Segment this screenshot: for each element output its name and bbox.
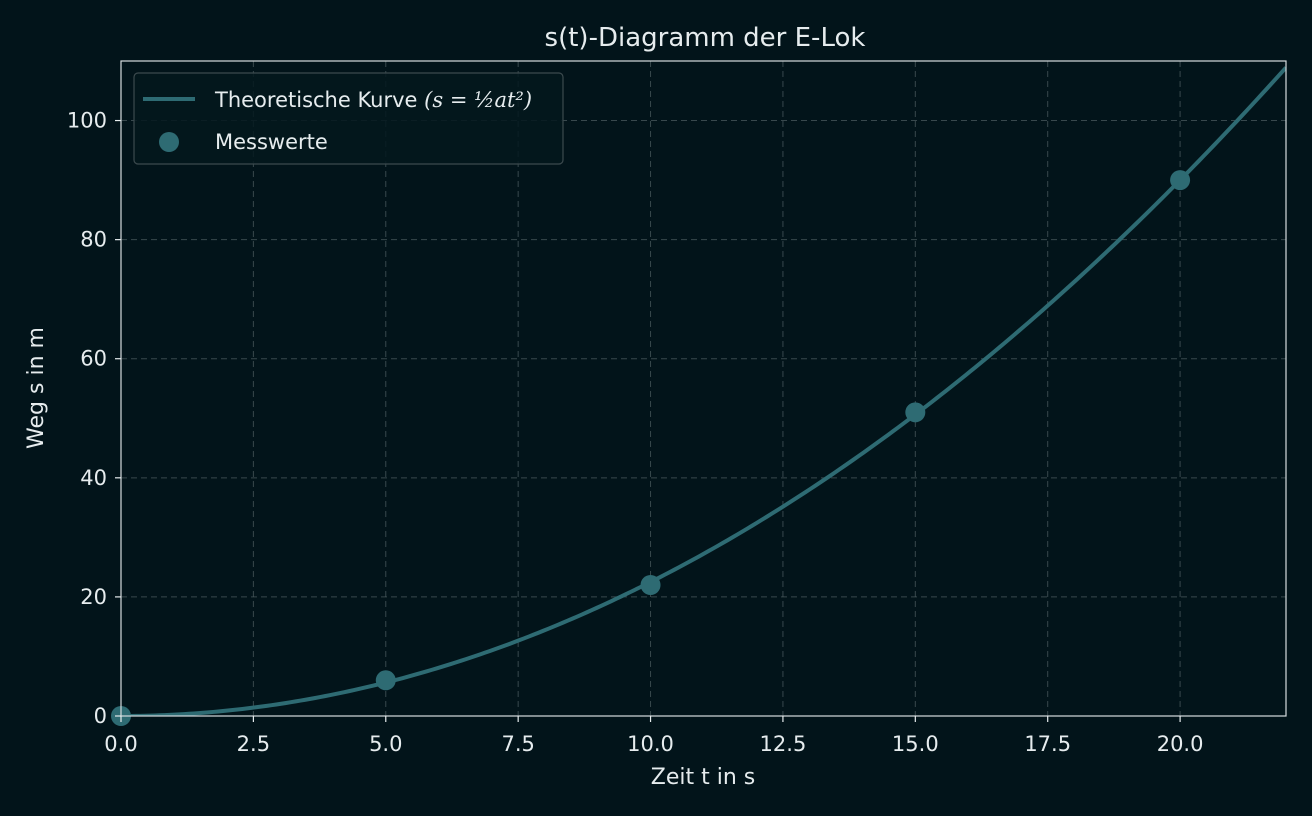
measurement-point (640, 575, 661, 595)
y-tick-label: 60 (80, 347, 107, 371)
x-tick-label: 12.5 (760, 732, 807, 756)
plot-frame (120, 60, 1287, 717)
x-tick-label: 20.0 (1157, 732, 1204, 756)
y-tick-label: 40 (80, 466, 107, 490)
legend: Theoretische Kurve (s = ½at²) Messwerte (133, 72, 564, 165)
x-tick-label: 7.5 (501, 732, 534, 756)
y-tick-label: 80 (80, 228, 107, 252)
y-axis-label: Weg s in m (24, 327, 49, 449)
y-tick-label: 100 (67, 109, 107, 133)
x-tick-label: 15.0 (892, 732, 939, 756)
y-tick-label: 20 (80, 585, 107, 609)
chart-title: s(t)-Diagramm der E-Lok (545, 23, 866, 53)
x-axis: 0.0 2.5 5.0 7.5 10.0 12.5 15.0 17.5 20.0 (104, 716, 1203, 756)
x-tick-label: 17.5 (1024, 732, 1071, 756)
y-tick-label: 0 (94, 704, 107, 728)
legend-curve-label: Theoretische Kurve (214, 88, 417, 112)
x-tick-label: 10.0 (627, 732, 674, 756)
x-tick-label: 2.5 (237, 732, 270, 756)
measurement-point (905, 402, 926, 423)
x-axis-label: Zeit t in s (651, 765, 755, 790)
legend-curve-entry: Theoretische Kurve (s = ½at²) (214, 88, 532, 112)
series-layer (111, 66, 1286, 726)
legend-box (133, 72, 564, 165)
legend-curve-formula: (s = ½at²) (424, 88, 532, 112)
x-tick-label: 0.0 (104, 732, 137, 756)
y-axis: 0 20 40 60 80 100 (67, 109, 121, 728)
theory-curve (121, 66, 1286, 716)
measurement-point (1170, 170, 1191, 191)
x-tick-label: 5.0 (369, 732, 402, 756)
measurement-point (375, 670, 396, 691)
legend-points-label: Messwerte (215, 130, 328, 154)
legend-points-swatch (159, 132, 179, 152)
